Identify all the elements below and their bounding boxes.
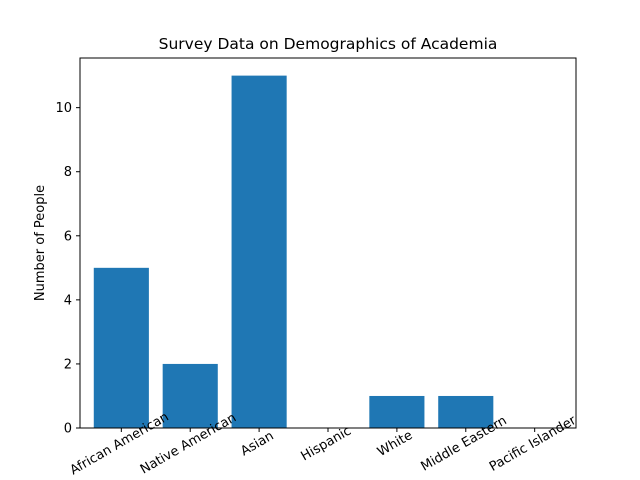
y-tick-label: 4 [64, 293, 72, 308]
y-tick-label: 6 [64, 229, 72, 244]
y-tick-label: 10 [55, 101, 72, 116]
y-tick-label: 8 [64, 165, 72, 180]
bar [93, 267, 149, 428]
y-tick-label: 0 [64, 422, 72, 437]
y-tick-label: 2 [64, 357, 72, 372]
bar [438, 395, 494, 428]
bar [369, 395, 425, 428]
chart-title: Survey Data on Demographics of Academia [159, 35, 498, 53]
axes-frame [79, 57, 577, 429]
bar [231, 75, 287, 429]
plot-area [93, 75, 494, 429]
bar [162, 363, 218, 428]
y-axis: 0 2 4 6 8 10 [55, 101, 80, 437]
y-axis-label: Number of People [33, 185, 48, 301]
